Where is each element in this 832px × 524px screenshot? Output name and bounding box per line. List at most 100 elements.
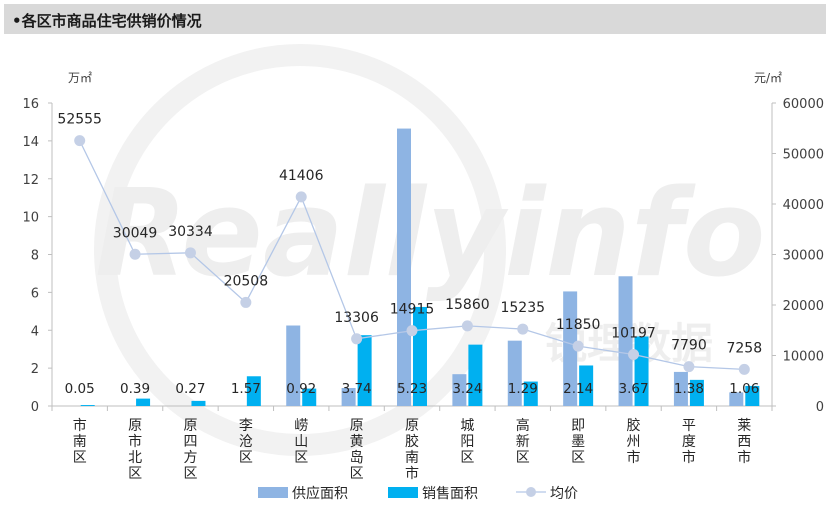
- category-char: 市: [73, 417, 87, 434]
- category-label: 高新区: [516, 417, 530, 466]
- sales-bar: [191, 400, 206, 406]
- left-tick-label: 14: [22, 135, 39, 150]
- category-label: 市南区: [73, 417, 87, 466]
- supply-bar: [507, 340, 522, 406]
- watermark-text: Reallyinfo: [95, 165, 766, 304]
- category-char: 市: [682, 449, 696, 466]
- right-tick-label: 30000: [783, 249, 824, 264]
- data-labels: 52555 30049 30334 20508 41406 13306 14915 15860…: [57, 112, 762, 397]
- right-tick-label: 50000: [783, 148, 824, 163]
- sales-data-label: 3.67: [619, 381, 649, 397]
- category-label: 原胶南市: [405, 418, 419, 482]
- category-char: 城: [460, 418, 474, 434]
- category-char: 平: [682, 418, 696, 434]
- category-char: 原: [183, 418, 197, 434]
- price-data-label: 30049: [113, 225, 158, 241]
- category-label: 原市北区: [128, 418, 142, 482]
- supply-bar: [673, 371, 688, 406]
- category-char: 胶: [405, 433, 419, 450]
- price-point: [628, 349, 640, 361]
- sales-bar: [468, 344, 483, 406]
- supply-bar: [397, 128, 411, 407]
- category-char: 市: [737, 449, 751, 466]
- category-char: 区: [294, 450, 308, 466]
- chart-axes: 0 2 4 6 8 10 12 14 16 0 10000 20000 30000 40000 50000 6…: [22, 71, 824, 415]
- left-tick-label: 10: [22, 211, 39, 226]
- category-label: 李沧区: [239, 418, 253, 466]
- legend-marker: [526, 487, 536, 497]
- section-title: •各区市商品住宅供销价情况: [12, 12, 202, 30]
- category-char: 北: [128, 450, 142, 466]
- price-point: [295, 191, 307, 203]
- category-char: 区: [73, 450, 87, 466]
- sales-data-label: 0.92: [286, 381, 316, 397]
- category-char: 新: [516, 434, 530, 450]
- right-tick-label: 60000: [783, 97, 824, 112]
- left-axis-unit: 万㎡: [68, 71, 92, 85]
- category-char: 区: [128, 466, 142, 482]
- watermark-ring: [94, 44, 506, 456]
- sales-data-label: 2.14: [563, 381, 593, 397]
- right-tick-label: 0: [816, 400, 824, 415]
- category-char: 山: [294, 434, 308, 450]
- left-tick-label: 8: [31, 249, 39, 264]
- category-label: 原四方区: [183, 418, 197, 482]
- category-label: 崂山区: [294, 418, 308, 466]
- price-point: [517, 323, 529, 335]
- category-char: 沧: [239, 433, 253, 450]
- price-data-label: 10197: [611, 326, 656, 342]
- category-char: 四: [183, 434, 197, 450]
- supply-bar: [452, 374, 467, 406]
- supply-bar: [286, 325, 301, 406]
- sales-bar: [523, 381, 538, 406]
- category-char: 西: [737, 434, 751, 450]
- supply-bar: [341, 388, 356, 406]
- price-line: [74, 135, 750, 375]
- supply-bar: [729, 392, 744, 406]
- category-char: 市: [627, 449, 641, 466]
- price-data-label: 15860: [445, 297, 490, 313]
- price-data-label: 11850: [556, 317, 601, 333]
- category-label: 原黄岛区: [350, 418, 364, 482]
- category-char: 区: [516, 450, 530, 466]
- price-point: [74, 135, 86, 147]
- legend-label: 均价: [550, 486, 578, 502]
- category-char: 李: [239, 418, 253, 434]
- left-tick-label: 2: [31, 362, 39, 377]
- category-char: 岛: [350, 450, 364, 466]
- sales-data-label: 1.06: [729, 381, 759, 397]
- price-point: [351, 333, 363, 345]
- category-char: 崂: [294, 418, 308, 434]
- price-point: [184, 247, 196, 259]
- category-char: 即: [571, 418, 585, 434]
- price-data-label: 52555: [57, 112, 102, 128]
- category-char: 阳: [460, 434, 474, 450]
- sales-data-label: 3.24: [452, 381, 482, 397]
- category-label: 胶州市: [627, 417, 641, 466]
- left-tick-label: 12: [22, 173, 39, 188]
- category-char: 区: [460, 450, 474, 466]
- category-label: 平度市: [682, 418, 696, 466]
- sales-bar: [579, 365, 594, 406]
- legend-swatch: [258, 487, 288, 498]
- category-char: 胶: [627, 417, 641, 434]
- price-point: [683, 361, 695, 373]
- category-labels: 市南区原市北区原四方区李沧区崂山区原黄岛区原胶南市城阳区高新区即墨区胶州市平度市…: [73, 417, 752, 482]
- sales-bar: [357, 335, 372, 406]
- price-data-label: 7790: [671, 338, 707, 354]
- sales-data-label: 1.38: [674, 381, 704, 397]
- category-char: 原: [350, 418, 364, 434]
- left-tick-label: 6: [31, 286, 39, 301]
- sales-bar: [302, 388, 317, 406]
- category-char: 原: [405, 418, 419, 434]
- category-char: 区: [239, 450, 253, 466]
- left-tick-label: 0: [31, 400, 39, 415]
- category-label: 城阳区: [460, 418, 474, 466]
- category-char: 南: [73, 434, 87, 450]
- category-char: 原: [128, 418, 142, 434]
- category-char: 区: [183, 466, 197, 482]
- category-char: 方: [183, 450, 197, 466]
- price-data-label: 14915: [390, 302, 435, 318]
- category-char: 区: [571, 450, 585, 466]
